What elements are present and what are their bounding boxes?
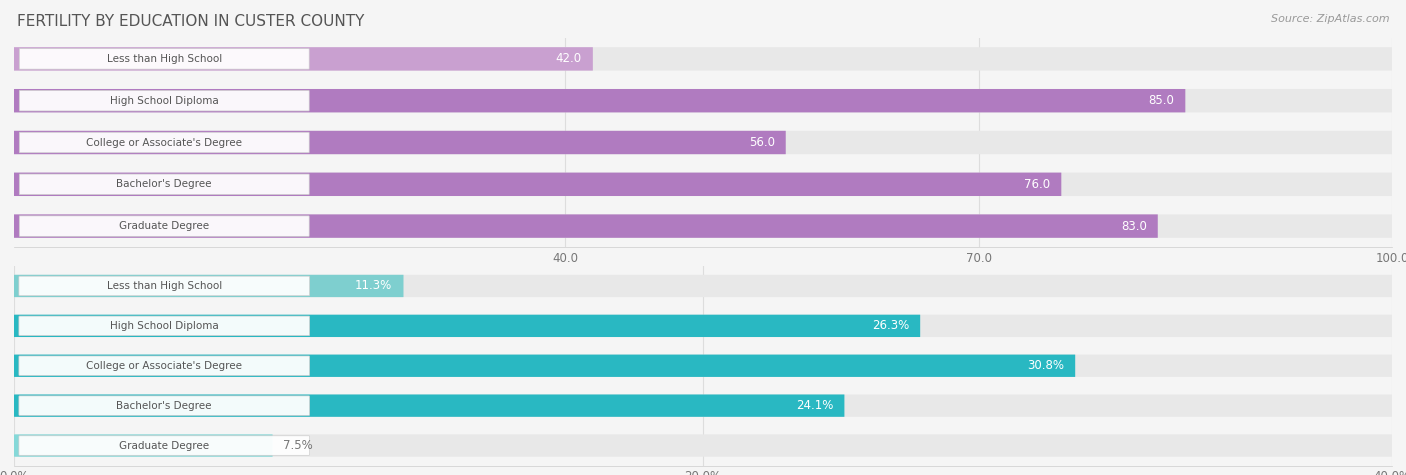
Text: 26.3%: 26.3% [872,319,910,332]
Text: 11.3%: 11.3% [356,279,392,293]
FancyBboxPatch shape [14,354,1392,377]
Text: 30.8%: 30.8% [1026,359,1064,372]
FancyBboxPatch shape [14,354,1076,377]
Text: Less than High School: Less than High School [107,54,222,64]
FancyBboxPatch shape [14,131,786,154]
FancyBboxPatch shape [14,394,1392,417]
FancyBboxPatch shape [18,356,309,376]
Text: 42.0: 42.0 [555,52,582,66]
Text: 85.0: 85.0 [1149,94,1174,107]
FancyBboxPatch shape [14,131,1392,154]
FancyBboxPatch shape [14,434,273,457]
Text: 24.1%: 24.1% [796,399,834,412]
FancyBboxPatch shape [14,314,920,337]
Text: College or Associate's Degree: College or Associate's Degree [86,137,242,148]
Text: Graduate Degree: Graduate Degree [120,440,209,451]
FancyBboxPatch shape [14,434,1392,457]
FancyBboxPatch shape [20,174,309,195]
FancyBboxPatch shape [18,276,309,296]
Text: Graduate Degree: Graduate Degree [120,221,209,231]
FancyBboxPatch shape [14,172,1062,196]
FancyBboxPatch shape [20,90,309,111]
FancyBboxPatch shape [14,89,1392,113]
Text: College or Associate's Degree: College or Associate's Degree [86,361,242,371]
FancyBboxPatch shape [20,48,309,69]
Text: High School Diploma: High School Diploma [110,321,218,331]
FancyBboxPatch shape [14,394,845,417]
Text: 76.0: 76.0 [1024,178,1050,191]
Text: 56.0: 56.0 [748,136,775,149]
FancyBboxPatch shape [14,172,1392,196]
FancyBboxPatch shape [18,436,309,456]
FancyBboxPatch shape [14,47,1392,71]
Text: 7.5%: 7.5% [284,439,314,452]
Text: Less than High School: Less than High School [107,281,222,291]
FancyBboxPatch shape [20,132,309,153]
FancyBboxPatch shape [18,316,309,336]
Text: Source: ZipAtlas.com: Source: ZipAtlas.com [1271,14,1389,24]
FancyBboxPatch shape [14,214,1392,238]
FancyBboxPatch shape [14,89,1185,113]
FancyBboxPatch shape [14,275,404,297]
Text: Bachelor's Degree: Bachelor's Degree [117,179,212,190]
FancyBboxPatch shape [14,314,1392,337]
FancyBboxPatch shape [14,47,593,71]
Text: 83.0: 83.0 [1121,219,1147,233]
Text: High School Diploma: High School Diploma [110,95,218,106]
FancyBboxPatch shape [14,214,1157,238]
FancyBboxPatch shape [20,216,309,237]
Text: Bachelor's Degree: Bachelor's Degree [117,400,212,411]
Text: FERTILITY BY EDUCATION IN CUSTER COUNTY: FERTILITY BY EDUCATION IN CUSTER COUNTY [17,14,364,29]
FancyBboxPatch shape [18,396,309,416]
FancyBboxPatch shape [14,275,1392,297]
